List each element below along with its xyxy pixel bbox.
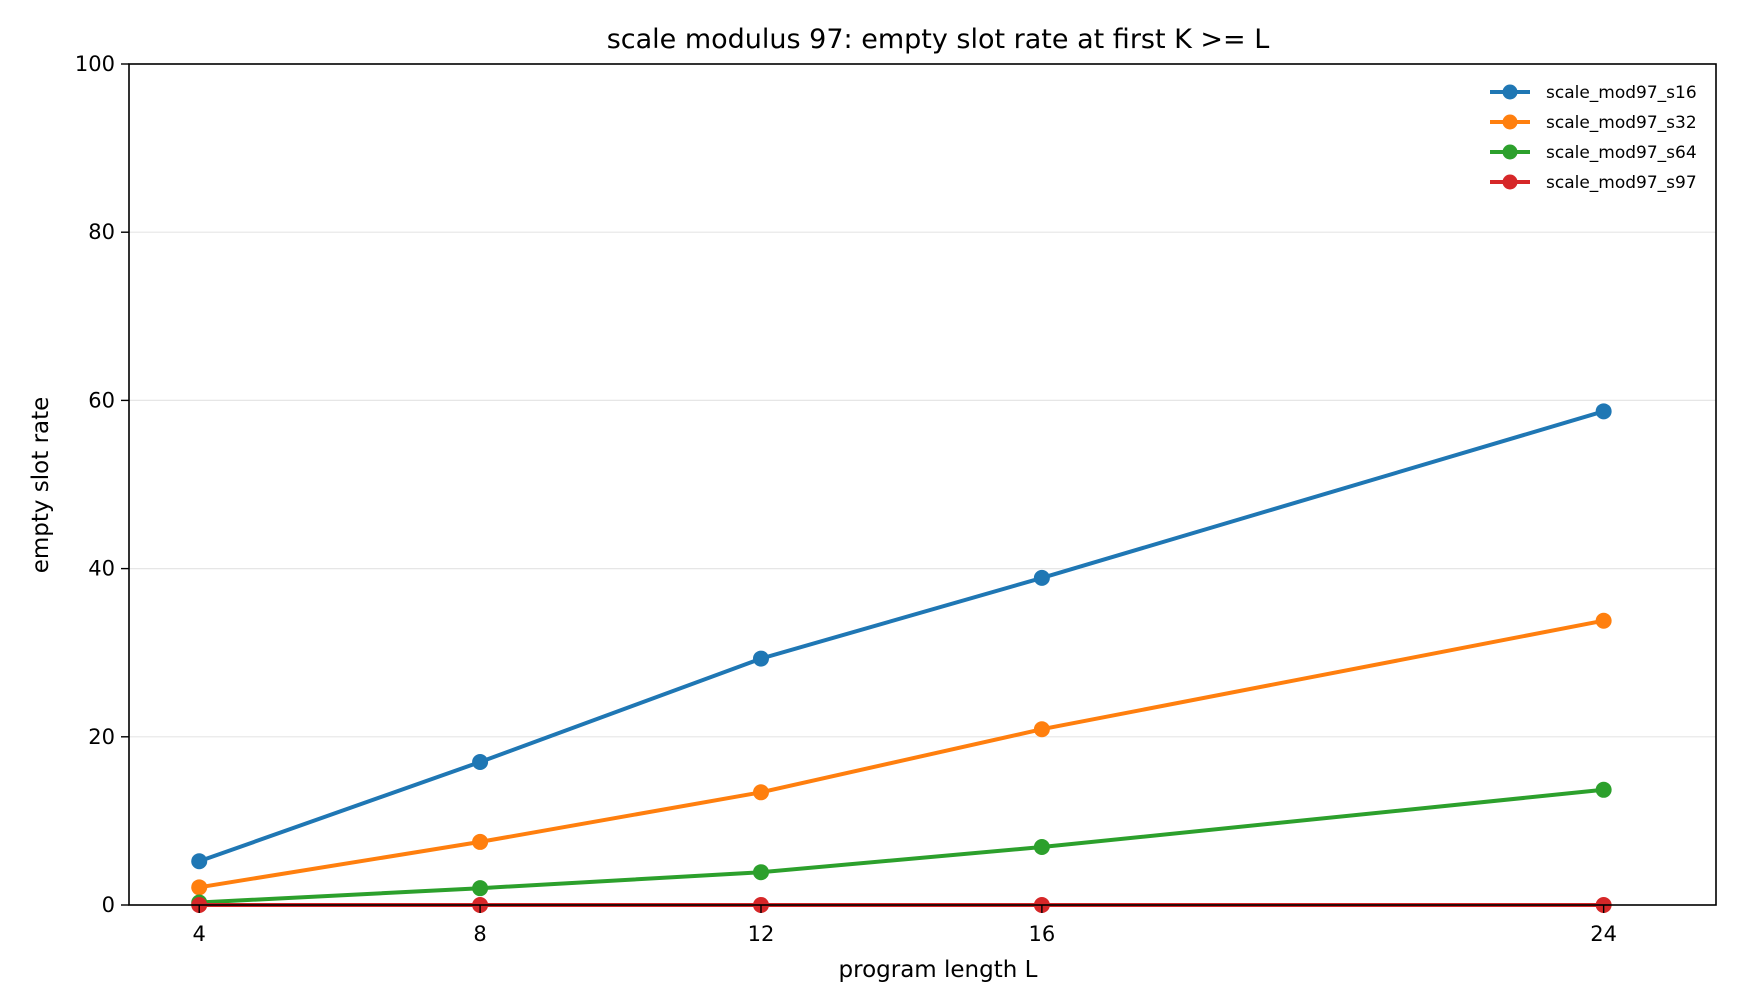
data-point <box>472 833 489 850</box>
legend: scale_mod97_s16 scale_mod97_s32 scale_mod9… <box>1490 83 1697 193</box>
data-point <box>1595 403 1612 420</box>
chart-title: scale modulus 97: empty slot rate at fir… <box>607 24 1270 55</box>
series-scale_mod97_s32 <box>191 612 1612 896</box>
data-point <box>752 784 769 801</box>
data-point <box>1033 838 1050 855</box>
legend-marker <box>1502 84 1518 100</box>
data-point <box>1033 721 1050 738</box>
legend-marker <box>1502 174 1518 190</box>
plot-frame <box>128 63 1717 906</box>
data-point <box>191 853 208 870</box>
legend-item: scale_mod97_s64 <box>1490 143 1697 163</box>
data-point <box>472 880 489 897</box>
legend-label: scale_mod97_s32 <box>1546 113 1697 133</box>
data-point <box>1033 569 1050 586</box>
x-axis-label: program length L <box>839 957 1038 983</box>
data-point <box>752 864 769 881</box>
gridlines <box>129 231 1716 738</box>
y-tick-label: 80 <box>88 220 115 244</box>
legend-item: scale_mod97_s16 <box>1490 83 1697 103</box>
legend-item: scale_mod97_s97 <box>1490 173 1697 193</box>
legend-label: scale_mod97_s97 <box>1546 173 1697 193</box>
x-tick-label: 24 <box>1590 922 1617 946</box>
x-axis-ticks: 4 8 12 16 24 <box>193 905 1617 946</box>
data-point <box>1595 781 1612 798</box>
legend-marker <box>1502 144 1518 160</box>
x-tick-label: 12 <box>748 922 775 946</box>
y-tick-label: 20 <box>88 725 115 749</box>
y-tick-label: 60 <box>88 388 115 412</box>
x-tick-label: 8 <box>473 922 486 946</box>
legend-marker <box>1502 114 1518 130</box>
y-axis-ticks: 0 20 40 60 80 100 <box>75 52 129 917</box>
y-tick-label: 100 <box>75 52 115 76</box>
legend-label: scale_mod97_s16 <box>1546 83 1697 103</box>
x-tick-label: 4 <box>193 922 206 946</box>
legend-label: scale_mod97_s64 <box>1546 143 1697 163</box>
series-scale_mod97_s16 <box>191 403 1612 870</box>
legend-item: scale_mod97_s32 <box>1490 113 1697 133</box>
data-point <box>191 879 208 896</box>
y-tick-label: 40 <box>88 557 115 581</box>
data-point <box>752 650 769 667</box>
data-point <box>472 754 489 771</box>
y-tick-label: 0 <box>102 893 115 917</box>
x-tick-label: 16 <box>1029 922 1056 946</box>
y-axis-label: empty slot rate <box>28 397 54 574</box>
series-scale_mod97_s64 <box>191 781 1612 911</box>
data-point <box>1595 612 1612 629</box>
